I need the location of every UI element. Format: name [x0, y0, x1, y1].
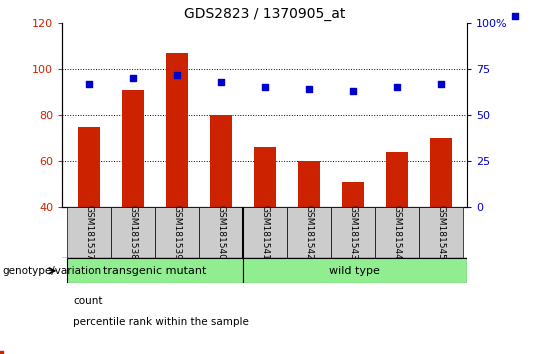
Point: [128, 75, 137, 81]
Bar: [254, 147, 275, 207]
Point: [511, 13, 520, 19]
Bar: [78, 127, 99, 207]
Bar: [430, 138, 451, 207]
Text: GSM181542: GSM181542: [304, 205, 313, 260]
FancyBboxPatch shape: [375, 207, 418, 258]
Title: GDS2823 / 1370905_at: GDS2823 / 1370905_at: [184, 7, 345, 21]
Text: GSM181545: GSM181545: [436, 205, 445, 260]
Text: GSM181543: GSM181543: [348, 205, 357, 260]
Bar: [386, 152, 408, 207]
Text: transgenic mutant: transgenic mutant: [103, 266, 206, 276]
Point: [84, 81, 93, 87]
Bar: [122, 90, 144, 207]
Bar: [166, 53, 187, 207]
FancyBboxPatch shape: [242, 207, 287, 258]
FancyBboxPatch shape: [66, 207, 111, 258]
FancyBboxPatch shape: [418, 207, 463, 258]
FancyBboxPatch shape: [199, 207, 242, 258]
Text: GSM181544: GSM181544: [392, 205, 401, 260]
Point: [348, 88, 357, 94]
FancyBboxPatch shape: [154, 207, 199, 258]
FancyBboxPatch shape: [330, 207, 375, 258]
Bar: [342, 182, 363, 207]
Point: [436, 81, 445, 87]
Text: wild type: wild type: [329, 266, 380, 276]
Text: GSM181541: GSM181541: [260, 205, 269, 260]
Text: GSM181538: GSM181538: [128, 205, 137, 260]
FancyBboxPatch shape: [287, 207, 330, 258]
Text: genotype/variation: genotype/variation: [3, 266, 102, 276]
Point: [305, 86, 313, 92]
Point: [393, 85, 401, 90]
Point: [260, 85, 269, 90]
Text: count: count: [73, 296, 103, 306]
Text: GSM181537: GSM181537: [84, 205, 93, 260]
FancyBboxPatch shape: [242, 258, 467, 283]
Text: GSM181539: GSM181539: [172, 205, 181, 260]
Point: [172, 72, 181, 78]
Point: [216, 79, 225, 85]
Bar: [298, 161, 320, 207]
Text: GSM181540: GSM181540: [216, 205, 225, 260]
FancyBboxPatch shape: [66, 258, 242, 283]
Text: percentile rank within the sample: percentile rank within the sample: [73, 317, 249, 327]
Bar: [210, 115, 232, 207]
FancyBboxPatch shape: [111, 207, 154, 258]
